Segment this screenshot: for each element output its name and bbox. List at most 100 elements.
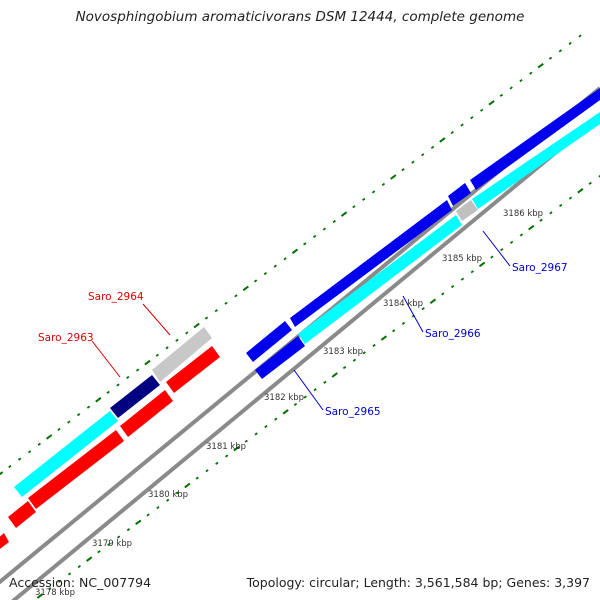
tick-mark: [48, 587, 52, 591]
tick-mark: [331, 372, 338, 378]
tick-mark: [184, 482, 191, 489]
tick-mark: [27, 450, 32, 454]
tick-mark: [421, 307, 425, 311]
tick-labels: 3178 kbp 3179 kbp 3180 kbp 3181 kbp 3182…: [35, 209, 543, 598]
tick-mark: [57, 579, 62, 583]
tick-mark: [450, 130, 454, 135]
gene-block[interactable]: [152, 327, 212, 382]
genome-stats-text: Topology: circular; Length: 3,561,584 bp…: [246, 575, 590, 590]
gene-block[interactable]: [0, 533, 9, 552]
tick-mark: [528, 224, 535, 231]
gene-label[interactable]: Saro_2966: [425, 328, 481, 340]
tick-mark: [371, 190, 376, 194]
gene-block[interactable]: [14, 411, 118, 497]
tick-mark: [95, 397, 102, 403]
gene-label-leader: [91, 340, 121, 378]
gene-label-leader: [293, 369, 324, 411]
gene-label[interactable]: Saro_2965: [325, 406, 381, 418]
tick-mark: [303, 242, 307, 246]
tick-mark: [254, 432, 258, 436]
tick-mark: [204, 316, 209, 320]
tick-mark: [490, 255, 494, 259]
tick-mark: [460, 277, 465, 281]
tick-label: 3183 kbp: [323, 347, 363, 357]
tick-mark: [537, 62, 544, 69]
tick-mark: [539, 218, 543, 222]
gene-block[interactable]: [456, 200, 478, 221]
gene-block[interactable]: [448, 183, 471, 206]
tick-mark: [598, 174, 600, 178]
tick-label: 3186 kbp: [503, 209, 543, 219]
tick-mark: [362, 197, 366, 201]
tick-mark: [478, 261, 486, 268]
tick-mark: [323, 380, 327, 384]
tick-mark: [509, 86, 513, 90]
gene-block[interactable]: [166, 346, 220, 393]
tick-mark: [352, 205, 356, 209]
tick-mark: [577, 188, 584, 194]
tick-mark: [195, 476, 199, 480]
tick-mark: [76, 413, 81, 417]
gene-label[interactable]: Saro_2964: [88, 291, 144, 303]
gene-block[interactable]: [255, 336, 305, 379]
tick-mark: [175, 491, 180, 495]
tick-mark: [303, 395, 307, 399]
gene-label[interactable]: Saro_2967: [512, 262, 568, 274]
tick-mark: [559, 203, 563, 208]
tick-mark: [401, 321, 406, 325]
gene-block[interactable]: [120, 390, 173, 437]
tick-mark: [17, 457, 22, 461]
tick-mark: [242, 285, 249, 292]
tick-mark: [116, 383, 120, 387]
tick-mark: [175, 338, 179, 342]
gene-block[interactable]: [472, 112, 600, 209]
tick-mark: [67, 572, 72, 576]
tick-mark: [205, 469, 209, 473]
tick-mark: [126, 528, 131, 532]
tick-mark: [372, 343, 376, 348]
tick-mark: [381, 182, 386, 187]
gene-label[interactable]: Saro_2963: [38, 332, 94, 344]
tick-mark: [588, 181, 592, 185]
tick-mark: [234, 294, 238, 298]
tick-mark: [283, 257, 287, 261]
gene-block[interactable]: [298, 215, 462, 344]
tick-mark: [37, 442, 41, 446]
tick-mark: [214, 309, 218, 313]
tick-mark: [322, 227, 327, 231]
tick-mark: [313, 388, 317, 392]
tick-mark: [293, 402, 298, 407]
tick-mark: [106, 390, 110, 394]
tick-mark: [352, 358, 357, 362]
tick-mark: [67, 420, 71, 424]
tick-mark: [86, 405, 91, 409]
tick-mark: [156, 505, 160, 510]
tick-mark: [57, 427, 61, 432]
gene-block[interactable]: [470, 88, 600, 190]
gene-label-leader: [402, 295, 424, 333]
gene-block[interactable]: [246, 321, 292, 362]
tick-mark: [155, 353, 159, 357]
tick-mark: [558, 49, 563, 53]
gene-block[interactable]: [28, 430, 124, 509]
tick-mark: [480, 108, 484, 112]
gene-block[interactable]: [290, 200, 452, 327]
tick-mark: [264, 424, 268, 429]
gene-block[interactable]: [110, 375, 160, 418]
tick-mark: [470, 116, 474, 120]
tick-mark: [46, 434, 53, 440]
tick-mark: [144, 359, 151, 366]
gene-block[interactable]: [8, 501, 36, 528]
outer-tick-marks: [0, 34, 582, 476]
tick-mark: [166, 498, 170, 502]
tick-mark: [470, 270, 474, 274]
tick-label: 3182 kbp: [264, 393, 304, 403]
tick-mark: [107, 542, 111, 547]
tick-mark: [362, 351, 366, 355]
tick-label: 3179 kbp: [92, 539, 132, 549]
tick-mark: [430, 145, 435, 149]
tick-label: 3185 kbp: [442, 254, 482, 264]
tick-mark: [421, 153, 425, 157]
tick-mark: [215, 461, 219, 465]
